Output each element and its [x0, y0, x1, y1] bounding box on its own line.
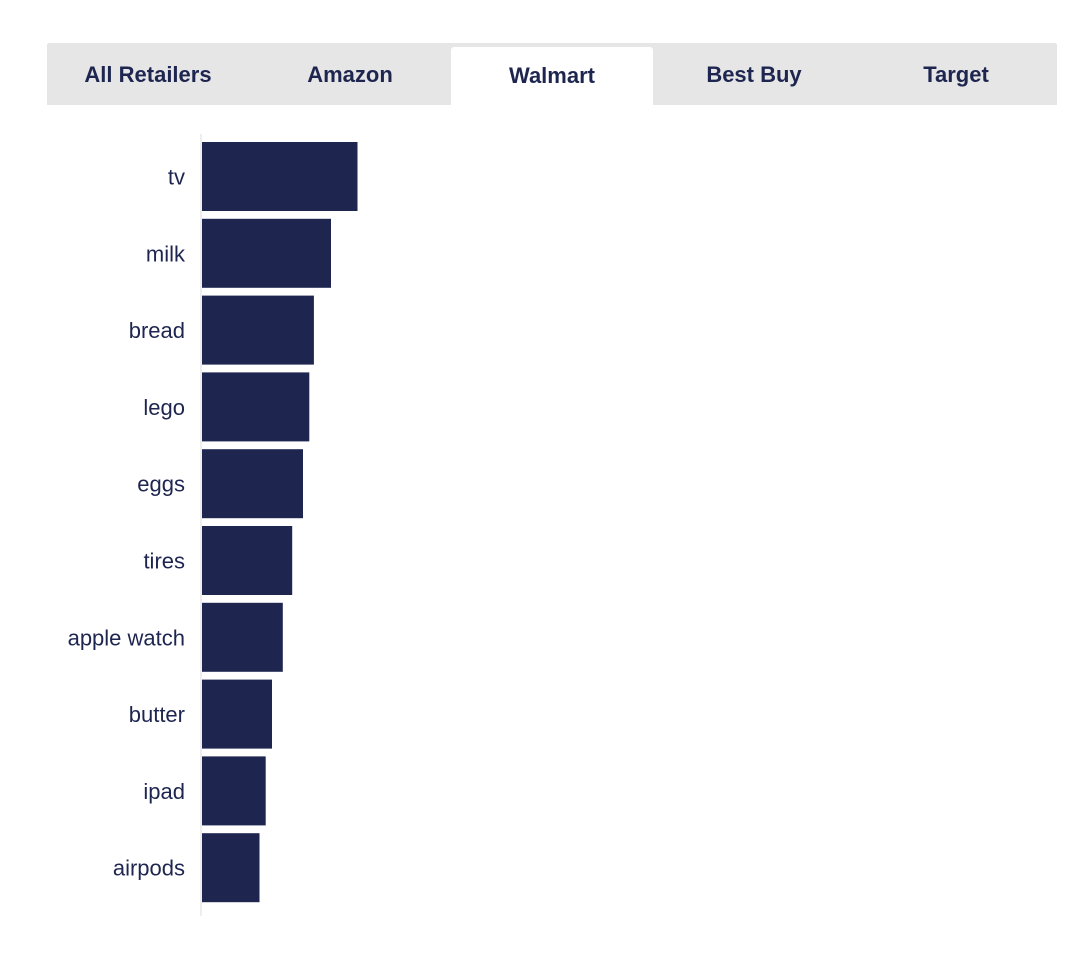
bar-butter[interactable] [202, 679, 272, 749]
bar-bread[interactable] [202, 295, 314, 365]
bar-lego[interactable] [202, 372, 310, 442]
category-label-airpods: airpods [113, 856, 185, 881]
bar-airpods[interactable] [202, 833, 260, 903]
bar-milk[interactable] [202, 218, 331, 288]
tab-best-buy[interactable]: Best Buy [706, 62, 802, 87]
bar-tv[interactable] [202, 142, 358, 211]
tab-amazon[interactable]: Amazon [307, 62, 393, 87]
category-label-milk: milk [146, 241, 186, 266]
retailer-tabbar: All Retailers Amazon Walmart Best Buy Ta… [47, 43, 1057, 105]
category-label-tv: tv [168, 165, 185, 190]
bar-tires[interactable] [202, 526, 293, 595]
category-label-butter: butter [129, 702, 185, 727]
tab-walmart[interactable]: Walmart [451, 47, 653, 105]
bar-apple-watch[interactable] [202, 602, 283, 672]
tab-target[interactable]: Target [923, 62, 989, 87]
bar-eggs[interactable] [202, 449, 303, 519]
bar-ipad[interactable] [202, 756, 266, 826]
category-label-tires: tires [143, 549, 185, 574]
category-label-ipad: ipad [143, 779, 185, 804]
category-label-lego: lego [143, 395, 185, 420]
category-label-bread: bread [129, 318, 185, 343]
category-label-apple-watch: apple watch [68, 625, 185, 650]
category-label-eggs: eggs [137, 472, 185, 497]
tab-all-retailers[interactable]: All Retailers [84, 62, 212, 87]
